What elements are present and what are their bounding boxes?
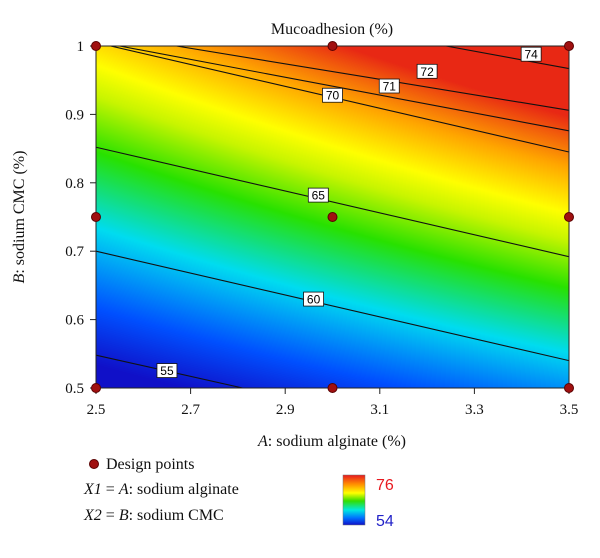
y-tick-label: 0.6 — [65, 313, 84, 329]
contour-label-55: 55 — [160, 364, 174, 378]
contour-label-box-60 — [303, 291, 324, 307]
x-tick-label: 2.5 — [87, 402, 106, 418]
y-tick-label: 0.7 — [65, 244, 84, 260]
design-point — [564, 41, 574, 51]
contour-label-box-74 — [520, 46, 542, 62]
design-point — [564, 212, 574, 222]
chart-title: Mucoadhesion (%) — [271, 21, 393, 38]
y-tick-label: 0.9 — [65, 107, 84, 123]
contour-label-71: 71 — [383, 80, 397, 94]
colorbar: 76 54 — [342, 474, 394, 530]
contour-label-60: 60 — [307, 293, 321, 307]
contour-label-65: 65 — [312, 189, 326, 203]
contour-label-box-55 — [156, 363, 178, 378]
y-tick-label: 1 — [77, 39, 85, 55]
x-tick-label: 2.9 — [276, 402, 295, 418]
legend: Design points X1 = A: sodium alginate X2… — [83, 456, 239, 524]
design-point — [327, 383, 338, 393]
y-tick-label: 0.8 — [65, 176, 84, 192]
contour-line-71 — [119, 46, 569, 132]
design-point — [91, 41, 101, 51]
contour-labels: 55 60 65 70 71 72 74 — [156, 46, 542, 378]
contour-line-74 — [445, 46, 569, 70]
legend-design-point-marker — [89, 459, 99, 469]
design-point — [327, 41, 338, 51]
y-tick-label: 0.5 — [65, 381, 84, 397]
x-tick-label: 3.5 — [560, 402, 579, 418]
contour-label-70: 70 — [326, 89, 340, 103]
design-point — [91, 212, 101, 222]
x-axis-ticks: 2.5 2.7 2.9 3.1 3.3 3.5 — [87, 388, 579, 418]
contour-label-box-70 — [322, 87, 343, 103]
legend-design-points-label: Design points — [106, 456, 194, 473]
colorbar-max-label: 76 — [376, 477, 394, 494]
contour-label-74: 74 — [524, 48, 538, 62]
contour-line-72 — [176, 46, 569, 111]
design-point — [564, 383, 574, 393]
colorbar-min-label: 54 — [376, 513, 394, 530]
design-point — [91, 383, 101, 393]
contour-label-box-72 — [416, 63, 438, 79]
x-tick-label: 2.7 — [181, 402, 200, 418]
design-points — [91, 41, 574, 393]
x-tick-label: 3.1 — [370, 402, 389, 418]
contour-label-box-65 — [307, 187, 329, 203]
contour-line-60 — [96, 250, 569, 362]
contour-label-72: 72 — [420, 65, 434, 79]
contour-label-box-71 — [378, 78, 400, 94]
legend-x1-line: X1 = A: sodium alginate — [83, 481, 239, 498]
colorbar-gradient — [342, 474, 366, 526]
x-tick-label: 3.3 — [465, 402, 484, 418]
design-point — [327, 212, 338, 222]
y-axis-title: B: sodium CMC (%) — [11, 151, 28, 284]
legend-x2-line: X2 = B: sodium CMC — [83, 507, 224, 524]
x-axis-title: A: sodium alginate (%) — [257, 433, 406, 450]
contour-line-65 — [96, 146, 569, 258]
